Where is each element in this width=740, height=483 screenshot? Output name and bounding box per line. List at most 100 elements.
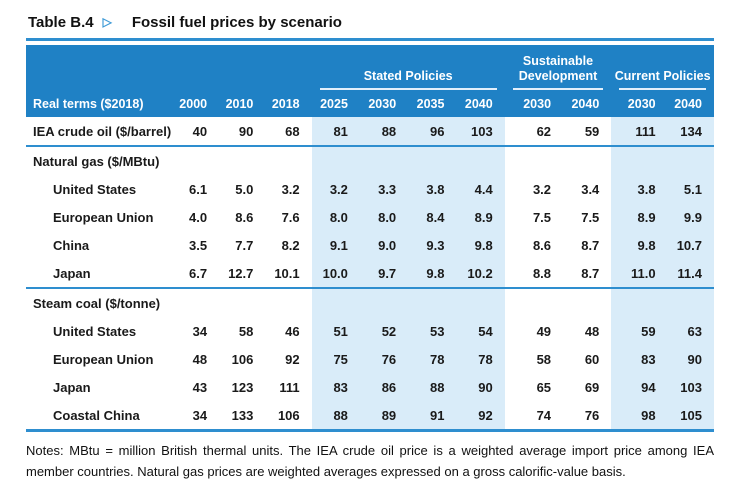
value-cell: 62 xyxy=(536,123,552,139)
value-cell xyxy=(504,145,564,175)
value-cell: 7.7 xyxy=(235,237,254,253)
value-cell: 49 xyxy=(536,323,552,339)
value-cell: 10.1 xyxy=(274,265,300,281)
value-cell xyxy=(219,287,266,317)
value-cell: 5.0 xyxy=(235,181,254,197)
value-cell: 8.7 xyxy=(581,265,600,281)
group-underline xyxy=(619,88,706,90)
table-row: United States 6.1 5.0 3.2 3.2 3.3 3.8 4.4 3.2 3.4… xyxy=(26,175,714,203)
value-cell xyxy=(456,287,505,317)
value-cell: 81 xyxy=(311,117,360,146)
value-cell: 88 xyxy=(408,373,457,401)
value-cell: 89 xyxy=(359,401,409,429)
row-label: European Union xyxy=(53,351,154,367)
value-cell: 8.7 xyxy=(581,237,600,253)
value-cell: 91 xyxy=(408,401,457,429)
group-stated-policies: Stated Policies xyxy=(311,45,505,91)
value-cell xyxy=(311,145,360,175)
value-cell: 123 xyxy=(231,379,254,395)
value-cell xyxy=(311,287,360,317)
row-label: IEA crude oil ($/barrel) xyxy=(33,123,172,139)
group-current-policies: Current Policies xyxy=(611,45,714,91)
value-cell: 8.2 xyxy=(281,237,300,253)
row-label: European Union xyxy=(53,209,154,225)
table-row: European Union 4.0 8.6 7.6 8.0 8.0 8.4 8.9 7.5 7.… xyxy=(26,203,714,231)
value-cell: 10.0 xyxy=(311,259,360,288)
value-cell: 58 xyxy=(238,323,254,339)
table-row: Japan 6.7 12.7 10.1 10.0 9.7 9.8 10.2 8.8 8.7 11.0… xyxy=(26,259,714,288)
row-label: Japan xyxy=(53,379,91,395)
value-cell xyxy=(265,287,312,317)
value-cell: 9.8 xyxy=(408,259,457,288)
value-cell: 9.7 xyxy=(359,259,409,288)
value-cell: 103 xyxy=(667,373,714,401)
value-cell: 105 xyxy=(667,401,714,429)
value-cell: 92 xyxy=(285,351,300,367)
value-cell xyxy=(667,145,714,175)
value-cell: 9.0 xyxy=(359,231,409,259)
value-cell xyxy=(359,287,409,317)
notes-text: Notes: MBtu = million British thermal un… xyxy=(26,443,714,479)
value-cell: 40 xyxy=(192,123,208,139)
value-cell: 76 xyxy=(359,345,409,373)
value-cell xyxy=(504,287,564,317)
title-rule xyxy=(26,38,714,41)
corner-label: Real terms ($2018) xyxy=(26,91,173,117)
table-row: China 3.5 7.7 8.2 9.1 9.0 9.3 9.8 8.6 8.7 9.8 10.7 xyxy=(26,231,714,259)
value-cell: 90 xyxy=(238,123,254,139)
value-cell: 3.5 xyxy=(189,237,208,253)
value-cell: 134 xyxy=(667,117,714,146)
row-label: Steam coal ($/tonne) xyxy=(26,287,173,317)
value-cell: 88 xyxy=(311,401,360,429)
value-cell xyxy=(172,287,220,317)
value-cell xyxy=(408,145,457,175)
group-blank-cell xyxy=(26,45,312,91)
value-cell: 111 xyxy=(279,379,300,395)
value-cell: 8.9 xyxy=(456,203,505,231)
value-cell: 53 xyxy=(408,317,457,345)
value-cell: 10.2 xyxy=(456,259,505,288)
value-cell: 3.4 xyxy=(581,181,600,197)
value-cell: 9.3 xyxy=(408,231,457,259)
value-cell: 8.9 xyxy=(611,203,668,231)
value-cell: 11.4 xyxy=(667,259,714,288)
table-row: Japan 43 123 111 83 86 88 90 65 69 94 103 xyxy=(26,373,714,401)
value-cell: 8.8 xyxy=(532,265,552,281)
value-cell: 78 xyxy=(408,345,457,373)
value-cell xyxy=(172,145,220,175)
value-cell xyxy=(408,287,457,317)
row-label: China xyxy=(53,237,90,253)
value-cell: 52 xyxy=(359,317,409,345)
value-cell xyxy=(359,145,409,175)
row-label: Japan xyxy=(53,265,91,281)
section-row: Natural gas ($/MBtu) xyxy=(26,145,714,175)
group-underline xyxy=(512,88,604,90)
value-cell: 8.6 xyxy=(235,209,254,225)
year-header: 2030 xyxy=(504,91,564,117)
table-row: European Union 48 106 92 75 76 78 78 58 60 83 90 xyxy=(26,345,714,373)
value-cell: 98 xyxy=(611,401,668,429)
year-header: 2010 xyxy=(219,91,266,117)
year-header-row: Real terms ($2018) 2000 2010 2018 2025 2… xyxy=(26,91,714,117)
value-cell: 106 xyxy=(277,407,300,423)
value-cell: 63 xyxy=(667,317,714,345)
group-underline xyxy=(319,88,497,90)
year-header: 2040 xyxy=(456,91,505,117)
year-header: 2025 xyxy=(311,91,360,117)
value-cell: 65 xyxy=(536,379,552,395)
value-cell: 8.4 xyxy=(408,203,457,231)
value-cell: 43 xyxy=(192,379,208,395)
section-row: Steam coal ($/tonne) xyxy=(26,287,714,317)
value-cell: 9.1 xyxy=(311,231,360,259)
value-cell: 9.8 xyxy=(611,231,668,259)
value-cell: 94 xyxy=(611,373,668,401)
value-cell: 3.8 xyxy=(408,175,457,203)
value-cell: 8.0 xyxy=(359,203,409,231)
value-cell: 51 xyxy=(311,317,360,345)
value-cell: 59 xyxy=(584,123,600,139)
table-caption: Fossil fuel prices by scenario xyxy=(131,14,342,31)
value-cell: 48 xyxy=(584,323,600,339)
table-row: United States 34 58 46 51 52 53 54 49 48 59 63 xyxy=(26,317,714,345)
value-cell: 5.1 xyxy=(667,175,714,203)
